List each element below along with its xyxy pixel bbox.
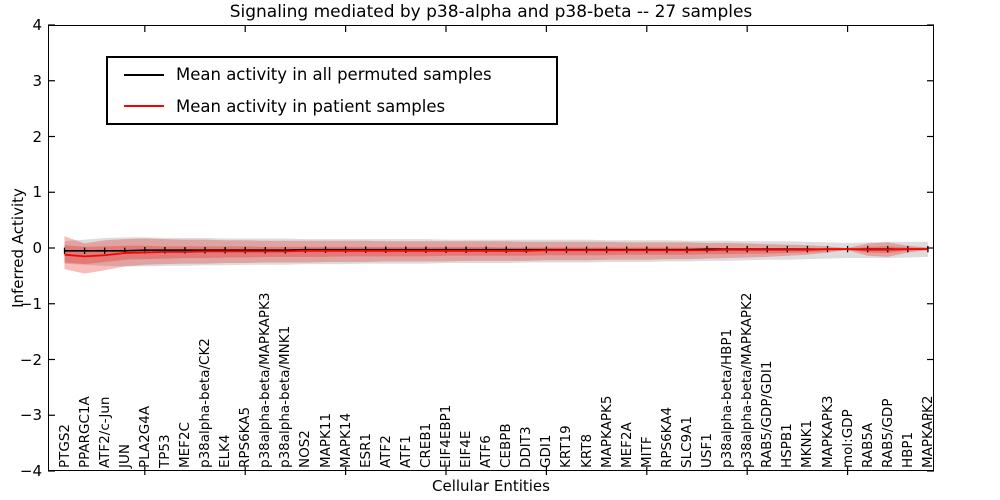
legend-item-permuted: Mean activity in all permuted samples xyxy=(108,60,556,90)
x-tick-label: MAPK11 xyxy=(317,412,334,468)
y-tick-label: 0 xyxy=(32,239,42,257)
x-tick-label: MAPKAPK2 xyxy=(919,395,936,468)
x-tick-label: CEBPB xyxy=(498,423,515,468)
x-tick-label: p38alpha-beta/MAPKAPK3 xyxy=(257,292,274,469)
x-tick-label: DDIT3 xyxy=(518,426,535,468)
y-tick-label: −2 xyxy=(19,350,42,369)
legend-label-permuted: Mean activity in all permuted samples xyxy=(176,65,492,85)
x-tick-label: RPS6KA5 xyxy=(237,406,254,468)
y-axis-title: Inferred Activity xyxy=(9,188,27,308)
x-tick-label: USF1 xyxy=(699,433,716,468)
x-tick-label: EIF4EBP1 xyxy=(438,404,454,468)
x-axis-title: Cellular Entities xyxy=(432,477,550,495)
y-tick-label: 1 xyxy=(32,183,42,202)
y-tick-label: −4 xyxy=(19,462,42,480)
x-tick-label: p38alpha-beta/CK2 xyxy=(197,338,214,468)
x-tick-label: JUN xyxy=(116,444,133,468)
x-tick-label: p38alpha-beta/MNK1 xyxy=(277,325,294,468)
y-tick-label: −3 xyxy=(19,406,42,425)
x-tick-label: MEF2C xyxy=(176,422,193,468)
x-tick-label: SLC9A1 xyxy=(678,416,695,468)
y-tick-label: −1 xyxy=(19,294,42,313)
x-tick-label: MEF2A xyxy=(618,422,635,468)
x-tick-label: ATF2 xyxy=(377,435,394,468)
x-tick-label: MAPKAPK3 xyxy=(819,395,836,468)
x-tick-label: NOS2 xyxy=(297,430,314,468)
x-tick-label: RPS6KA4 xyxy=(658,406,675,468)
x-tick-label: MKNK1 xyxy=(799,419,816,468)
plot-area: Mean activity in all permuted samples Me… xyxy=(48,25,934,471)
x-tick-label: MITF xyxy=(638,436,655,468)
x-tick-label: EIF4E xyxy=(458,430,475,468)
x-tick-label: HBP1 xyxy=(899,431,916,468)
chart-title: Signaling mediated by p38-alpha and p38-… xyxy=(229,2,753,22)
x-tick-label: PPARGC1A xyxy=(76,396,93,468)
y-tick-label: 2 xyxy=(32,127,42,146)
x-tick-label: MAPKAPK5 xyxy=(598,395,615,468)
y-tick-label: 3 xyxy=(32,71,42,90)
x-tick-label: p38alpha-beta/MAPKAPK2 xyxy=(739,292,756,469)
x-tick-label: CREB1 xyxy=(417,422,434,468)
x-tick-label: ATF1 xyxy=(397,435,414,468)
x-tick-label: RAB5A xyxy=(859,422,876,468)
x-tick-label: HSPB1 xyxy=(779,423,796,468)
x-tick-label: mol:GDP xyxy=(839,409,856,468)
x-tick-label: KRT8 xyxy=(578,433,595,468)
legend-line-red xyxy=(124,105,164,108)
x-tick-label: KRT19 xyxy=(558,425,575,468)
x-tick-label: RAB5/GDP xyxy=(879,398,896,468)
x-tick-label: ELK4 xyxy=(217,434,234,469)
x-tick-label: ATF2/c-Jun xyxy=(96,396,113,468)
y-tick-label: 4 xyxy=(32,16,42,34)
x-tick-label: ATF6 xyxy=(478,435,495,468)
x-tick-label: MAPK14 xyxy=(337,412,354,468)
x-tick-label: RAB5/GDP/GDI1 xyxy=(759,360,776,468)
x-tick-label: ESR1 xyxy=(357,432,374,468)
x-tick-label: p38alpha-beta/HBP1 xyxy=(719,328,736,468)
x-tick-label: PLA2G4A xyxy=(136,405,153,468)
legend-item-patient: Mean activity in patient samples xyxy=(108,91,556,121)
x-tick-label: PTGS2 xyxy=(56,423,73,468)
legend-line-black xyxy=(124,73,164,76)
x-tick-label: GDI1 xyxy=(538,434,555,468)
legend-box: Mean activity in all permuted samples Me… xyxy=(106,56,558,125)
legend-label-patient: Mean activity in patient samples xyxy=(176,96,446,116)
x-tick-label: TP53 xyxy=(156,434,173,468)
